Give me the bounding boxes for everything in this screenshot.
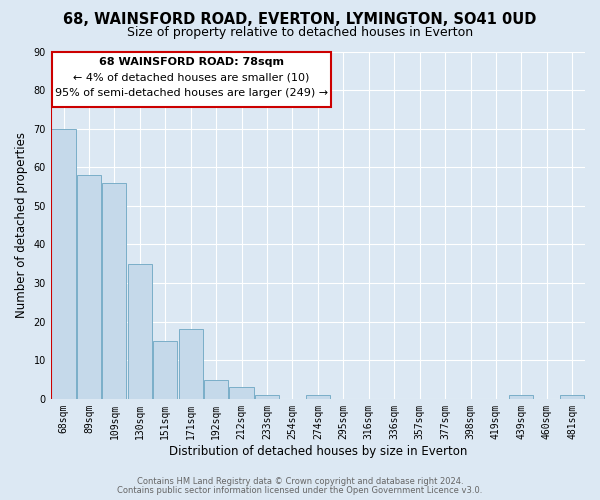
Bar	[128, 264, 152, 399]
Text: 68, WAINSFORD ROAD, EVERTON, LYMINGTON, SO41 0UD: 68, WAINSFORD ROAD, EVERTON, LYMINGTON, …	[64, 12, 536, 28]
FancyBboxPatch shape	[52, 52, 331, 108]
Bar	[509, 395, 533, 399]
Y-axis label: Number of detached properties: Number of detached properties	[15, 132, 28, 318]
Text: Contains HM Land Registry data © Crown copyright and database right 2024.: Contains HM Land Registry data © Crown c…	[137, 477, 463, 486]
Bar	[179, 330, 203, 399]
Text: Contains public sector information licensed under the Open Government Licence v3: Contains public sector information licen…	[118, 486, 482, 495]
Bar	[103, 182, 127, 399]
X-axis label: Distribution of detached houses by size in Everton: Distribution of detached houses by size …	[169, 444, 467, 458]
Bar	[255, 395, 279, 399]
Bar	[52, 128, 76, 399]
Bar	[560, 395, 584, 399]
Text: 95% of semi-detached houses are larger (249) →: 95% of semi-detached houses are larger (…	[55, 88, 328, 98]
Bar	[77, 175, 101, 399]
Text: 68 WAINSFORD ROAD: 78sqm: 68 WAINSFORD ROAD: 78sqm	[99, 58, 284, 68]
Bar	[306, 395, 330, 399]
Bar	[153, 341, 178, 399]
Bar	[204, 380, 228, 399]
Text: ← 4% of detached houses are smaller (10): ← 4% of detached houses are smaller (10)	[73, 72, 310, 83]
Text: Size of property relative to detached houses in Everton: Size of property relative to detached ho…	[127, 26, 473, 39]
Bar	[229, 388, 254, 399]
